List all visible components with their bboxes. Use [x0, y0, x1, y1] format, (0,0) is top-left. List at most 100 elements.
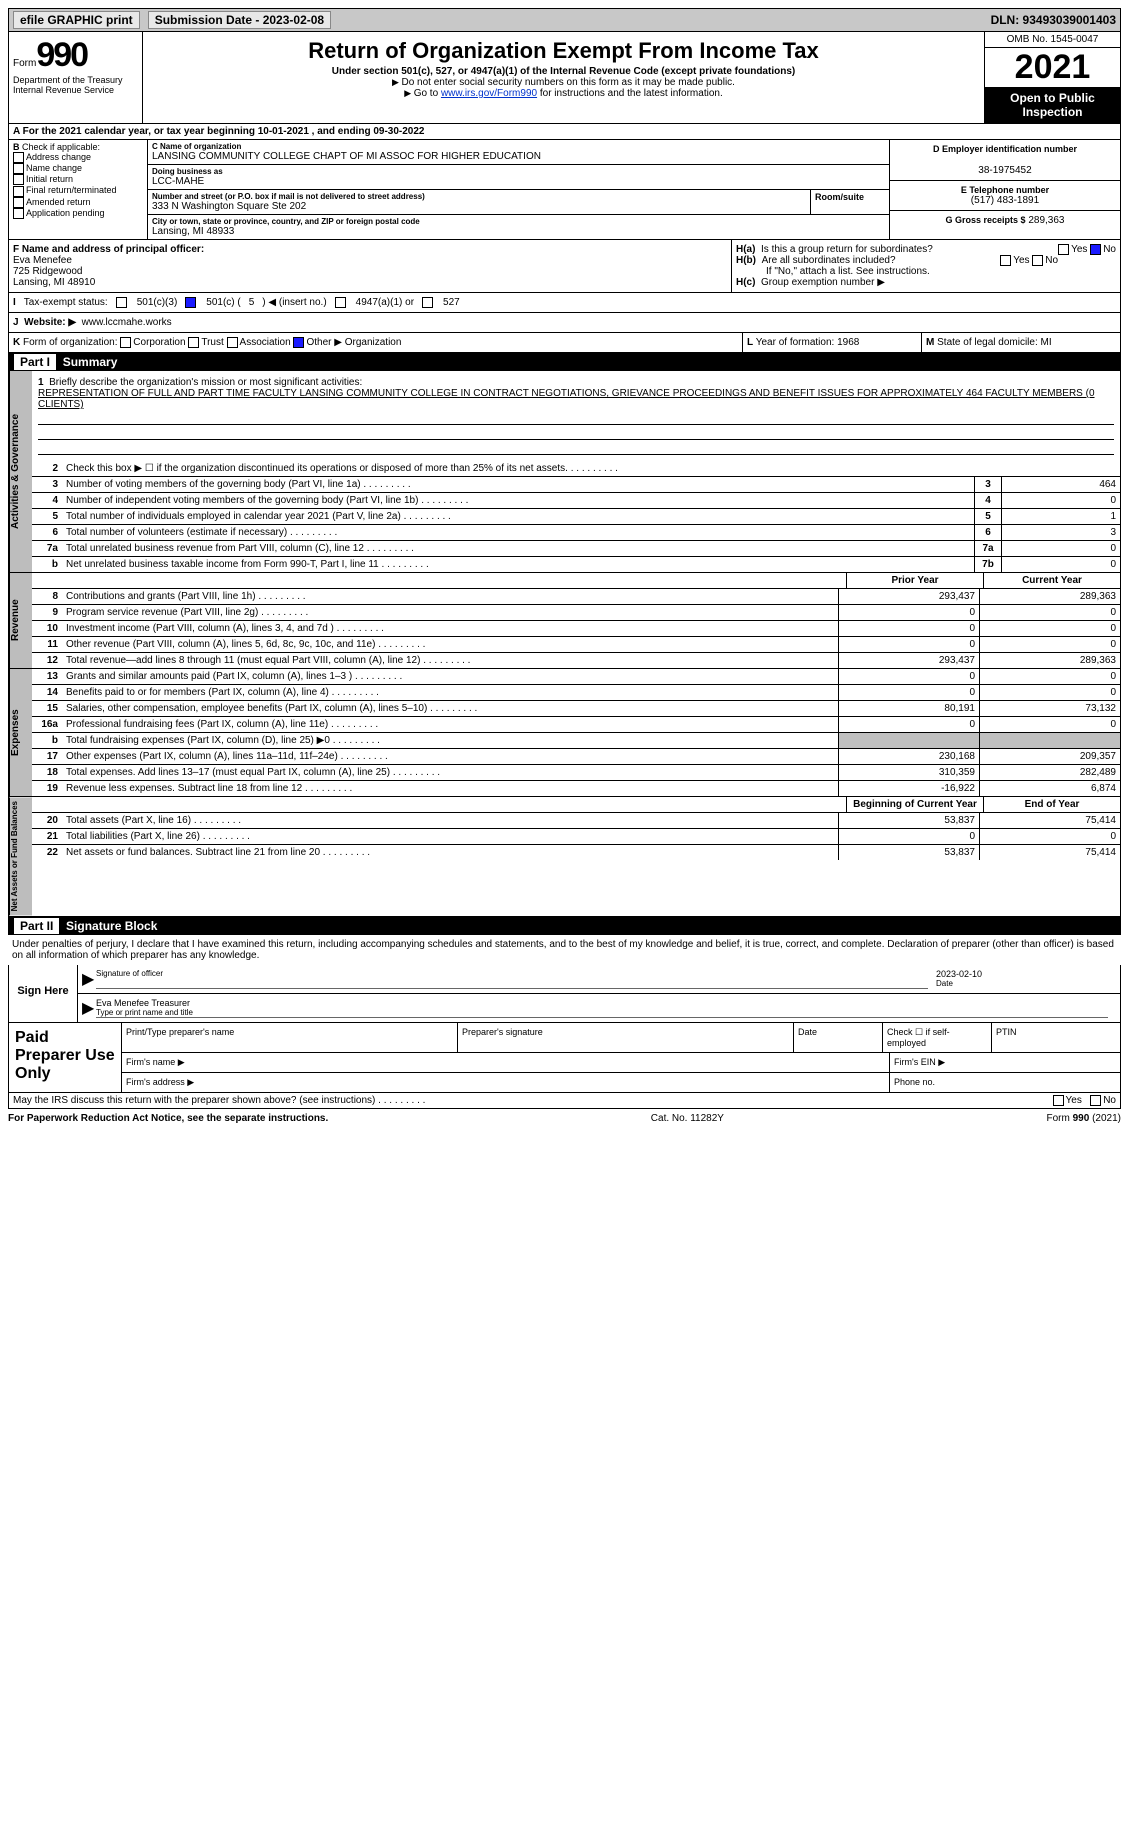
- line-1-num: 1: [38, 377, 44, 388]
- firm-phone-label: Phone no.: [890, 1073, 1120, 1092]
- summary-line: 18Total expenses. Add lines 13–17 (must …: [32, 765, 1120, 781]
- phone-label: E Telephone number: [894, 185, 1116, 195]
- checkbox-app-pending[interactable]: [13, 208, 24, 219]
- goto-pre: Go to: [414, 88, 441, 99]
- form-ref: Form 990 (2021): [1047, 1113, 1122, 1124]
- summary-line: 8Contributions and grants (Part VIII, li…: [32, 589, 1120, 605]
- submission-date-button[interactable]: Submission Date - 2023-02-08: [148, 11, 331, 29]
- summary-line: 11Other revenue (Part VIII, column (A), …: [32, 637, 1120, 653]
- checkbox-501c[interactable]: [185, 297, 196, 308]
- subtitle-3: Go to www.irs.gov/Form990 for instructio…: [147, 88, 980, 99]
- hb-no-checkbox[interactable]: [1032, 255, 1043, 266]
- firm-name-label: Firm's name ▶: [122, 1053, 890, 1072]
- col-c: C Name of organization LANSING COMMUNITY…: [148, 140, 889, 239]
- m-letter: M: [926, 337, 934, 348]
- col-b: B Check if applicable: Address change Na…: [9, 140, 148, 239]
- vlabel-netassets: Net Assets or Fund Balances: [9, 797, 32, 915]
- f-label: F Name and address of principal officer:: [13, 244, 204, 255]
- officer-name: Eva Menefee: [13, 255, 727, 266]
- website-row: J Website: ▶ www.lccmahe.works: [8, 313, 1121, 333]
- checkbox-527[interactable]: [422, 297, 433, 308]
- discuss-no-checkbox[interactable]: [1090, 1095, 1101, 1106]
- summary-line: 19Revenue less expenses. Subtract line 1…: [32, 781, 1120, 796]
- checkbox-4947[interactable]: [335, 297, 346, 308]
- form-header: Form990 Department of the Treasury Inter…: [8, 32, 1121, 124]
- l-letter: L: [747, 337, 753, 348]
- checkbox-initial-return[interactable]: [13, 174, 24, 185]
- dln-text: DLN: 93493039001403: [991, 13, 1116, 27]
- discuss-row: May the IRS discuss this return with the…: [8, 1093, 1121, 1109]
- gross-receipts-label: G Gross receipts $: [946, 215, 1026, 225]
- checkbox-trust[interactable]: [188, 337, 199, 348]
- firm-addr-label: Firm's address ▶: [122, 1073, 890, 1092]
- part-i-label: Part I: [14, 354, 56, 370]
- current-year-header: Current Year: [983, 573, 1120, 588]
- summary-line: 15Salaries, other compensation, employee…: [32, 701, 1120, 717]
- hb-yes-checkbox[interactable]: [1000, 255, 1011, 266]
- fgh-row: F Name and address of principal officer:…: [8, 240, 1121, 293]
- vlabel-revenue: Revenue: [9, 573, 32, 668]
- line-a: A For the 2021 calendar year, or tax yea…: [8, 124, 1121, 140]
- hc-text: Group exemption number ▶: [761, 277, 885, 288]
- hc-label: H(c): [736, 277, 755, 288]
- prior-year-header: Prior Year: [846, 573, 983, 588]
- part-ii-title: Signature Block: [66, 919, 157, 933]
- pra-notice: For Paperwork Reduction Act Notice, see …: [8, 1113, 328, 1124]
- open-to-public: Open to Public Inspection: [985, 87, 1120, 123]
- checkbox-name-change[interactable]: [13, 163, 24, 174]
- checkbox-501c3[interactable]: [116, 297, 127, 308]
- prep-name-label: Print/Type preparer's name: [122, 1023, 458, 1052]
- vlabel-expenses: Expenses: [9, 669, 32, 796]
- gross-receipts-value: 289,363: [1028, 215, 1064, 226]
- summary-line: 6Total number of volunteers (estimate if…: [32, 525, 1120, 541]
- sig-type-label: Type or print name and title: [96, 1008, 1108, 1017]
- sig-date-label: Date: [936, 979, 1116, 988]
- part-i-header: Part I Summary: [8, 353, 1121, 371]
- vlabel-governance: Activities & Governance: [9, 371, 32, 572]
- top-bar: efile GRAPHIC print Submission Date - 20…: [8, 8, 1121, 32]
- firm-ein-label: Firm's EIN ▶: [890, 1053, 1120, 1072]
- addr-label: Number and street (or P.O. box if mail i…: [152, 192, 806, 201]
- end-year-header: End of Year: [983, 797, 1120, 812]
- checkbox-final-return[interactable]: [13, 186, 24, 197]
- street-address: 333 N Washington Square Ste 202: [152, 201, 806, 212]
- checkbox-address-change[interactable]: [13, 152, 24, 163]
- form990-link[interactable]: www.irs.gov/Form990: [441, 88, 537, 99]
- prep-selfemp-label: Check ☐ if self-employed: [883, 1023, 992, 1052]
- checkbox-other[interactable]: [293, 337, 304, 348]
- summary-line: 2Check this box ▶ ☐ if the organization …: [32, 461, 1120, 477]
- sig-arrow-icon-2: ▶: [82, 998, 96, 1018]
- part-ii-label: Part II: [14, 918, 59, 934]
- summary-line: 22Net assets or fund balances. Subtract …: [32, 845, 1120, 860]
- checkbox-corp[interactable]: [120, 337, 131, 348]
- c-name-label: C Name of organization: [152, 142, 885, 151]
- org-name: LANSING COMMUNITY COLLEGE CHAPT OF MI AS…: [152, 151, 885, 162]
- website-label: Website: ▶: [24, 317, 76, 328]
- ein-value: 38-1975452: [894, 165, 1116, 176]
- part-ii-header: Part II Signature Block: [8, 917, 1121, 935]
- other-org-value: Organization: [345, 337, 402, 348]
- paid-preparer-label: Paid Preparer Use Only: [9, 1023, 122, 1092]
- klm-row: K Form of organization: Corporation Trus…: [8, 333, 1121, 353]
- checkbox-assoc[interactable]: [227, 337, 238, 348]
- j-letter: J: [13, 317, 19, 328]
- city-state-zip: Lansing, MI 48933: [152, 226, 885, 237]
- k-letter: K: [13, 337, 20, 348]
- i-letter: I: [13, 297, 16, 308]
- discuss-yes-checkbox[interactable]: [1053, 1095, 1064, 1106]
- mission-text: REPRESENTATION OF FULL AND PART TIME FAC…: [38, 388, 1095, 410]
- summary-line: 14Benefits paid to or for members (Part …: [32, 685, 1120, 701]
- checkbox-amended[interactable]: [13, 197, 24, 208]
- part-i-title: Summary: [63, 355, 118, 369]
- dba-label: Doing business as: [152, 167, 885, 176]
- ha-no-checkbox[interactable]: [1090, 244, 1101, 255]
- ha-label: H(a): [736, 244, 755, 255]
- efile-print-button[interactable]: efile GRAPHIC print: [13, 11, 140, 29]
- officer-addr2: Lansing, MI 48910: [13, 277, 727, 288]
- summary-line: 9Program service revenue (Part VIII, lin…: [32, 605, 1120, 621]
- form-word: Form: [13, 58, 36, 69]
- ha-yes-checkbox[interactable]: [1058, 244, 1069, 255]
- summary-line: 20Total assets (Part X, line 16)53,83775…: [32, 813, 1120, 829]
- form-title: Return of Organization Exempt From Incom…: [147, 38, 980, 64]
- discuss-text: May the IRS discuss this return with the…: [13, 1095, 375, 1106]
